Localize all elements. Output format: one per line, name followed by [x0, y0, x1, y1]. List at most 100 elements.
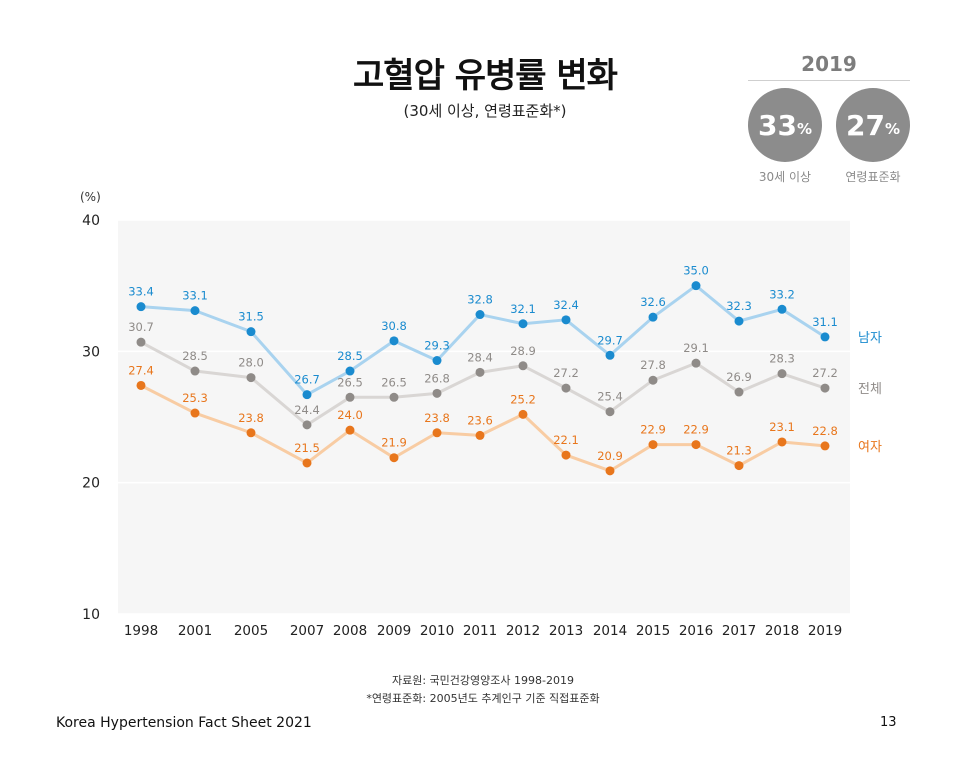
- data-point: [648, 375, 658, 385]
- data-point: [820, 383, 830, 393]
- data-point: [475, 310, 485, 320]
- data-label: 28.0: [238, 356, 264, 370]
- data-label: 25.3: [182, 391, 208, 405]
- series-name-label: 남자: [858, 331, 882, 346]
- data-label: 35.0: [683, 264, 709, 278]
- series-name-label: 전체: [858, 382, 882, 397]
- footnote: *연령표준화: 2005년도 추계인구 기준 직접표준화: [366, 692, 600, 705]
- doc-title: Korea Hypertension Fact Sheet 2021: [56, 715, 312, 731]
- data-point: [432, 356, 442, 366]
- data-point: [691, 440, 701, 450]
- data-point: [246, 428, 256, 438]
- data-label: 22.9: [640, 423, 666, 437]
- data-label: 32.1: [510, 302, 536, 316]
- stat-value: 33: [758, 108, 797, 142]
- x-tick-label: 1998: [124, 623, 158, 639]
- data-label: 29.1: [683, 341, 709, 355]
- data-label: 22.8: [812, 424, 838, 438]
- data-label: 32.6: [640, 295, 666, 309]
- stat-unit: %: [884, 120, 900, 138]
- data-label: 28.9: [510, 344, 536, 358]
- data-point: [389, 453, 399, 463]
- data-label: 33.1: [182, 289, 208, 303]
- x-tick-label: 2011: [463, 623, 497, 639]
- data-point: [648, 312, 658, 322]
- data-point: [190, 408, 200, 418]
- data-point: [345, 366, 355, 376]
- data-point: [136, 380, 146, 390]
- data-label: 31.5: [238, 310, 264, 324]
- data-point: [691, 358, 701, 368]
- stat-year: 2019: [801, 52, 857, 76]
- data-label: 27.8: [640, 358, 666, 372]
- data-label: 28.3: [769, 352, 795, 366]
- data-point: [648, 440, 658, 450]
- series-line: [140, 284, 826, 397]
- data-point: [246, 373, 256, 383]
- stat-label-30plus: 30세 이상: [758, 170, 812, 184]
- x-tick-label: 2007: [290, 623, 324, 639]
- data-point: [190, 306, 200, 316]
- x-tick-label: 2001: [178, 623, 212, 639]
- data-label: 30.8: [381, 319, 407, 333]
- page-title: 고혈압 유병률 변화: [353, 56, 618, 96]
- data-label: 28.4: [467, 350, 493, 364]
- data-point: [389, 392, 399, 402]
- data-label: 29.3: [424, 339, 450, 353]
- series-line: [140, 340, 826, 427]
- stat-value: 27: [846, 108, 885, 142]
- data-point: [389, 336, 399, 346]
- data-point: [302, 458, 312, 468]
- data-label: 32.3: [726, 299, 752, 313]
- y-tick-label: 30: [82, 344, 100, 360]
- data-label: 28.5: [337, 349, 363, 363]
- data-label: 22.9: [683, 423, 709, 437]
- data-label: 33.4: [128, 285, 154, 299]
- data-label: 28.5: [182, 349, 208, 363]
- data-label: 26.9: [726, 370, 752, 384]
- data-point: [820, 332, 830, 342]
- stat-circle-agestd: 27 %: [836, 88, 910, 162]
- data-label: 23.1: [769, 420, 795, 434]
- data-point: [777, 369, 787, 379]
- x-tick-label: 2018: [765, 623, 799, 639]
- data-point: [734, 316, 744, 326]
- data-point: [432, 428, 442, 438]
- data-point: [734, 387, 744, 397]
- data-label: 26.8: [424, 371, 450, 385]
- data-label: 21.5: [294, 441, 320, 455]
- x-tick-label: 2017: [722, 623, 756, 639]
- data-label: 33.2: [769, 287, 795, 301]
- series-name-label: 여자: [858, 440, 882, 455]
- data-point: [691, 281, 701, 291]
- data-point: [605, 466, 615, 476]
- data-label: 30.7: [128, 320, 154, 334]
- y-tick-label: 40: [82, 213, 100, 229]
- data-point: [475, 367, 485, 377]
- data-label: 29.7: [597, 333, 623, 347]
- x-tick-label: 2013: [549, 623, 583, 639]
- data-label: 24.4: [294, 403, 320, 417]
- stat-divider: [748, 80, 910, 81]
- x-tick-label: 2019: [808, 623, 842, 639]
- data-label: 26.5: [337, 375, 363, 389]
- y-tick-label: 20: [82, 476, 100, 492]
- data-point: [345, 392, 355, 402]
- data-point: [820, 441, 830, 451]
- data-label: 27.2: [812, 366, 838, 380]
- data-point: [518, 361, 528, 371]
- x-tick-label: 2015: [636, 623, 670, 639]
- data-point: [605, 350, 615, 360]
- data-point: [777, 304, 787, 314]
- data-point: [518, 409, 528, 419]
- data-point: [136, 302, 146, 312]
- data-label: 31.1: [812, 315, 838, 329]
- data-point: [605, 407, 615, 417]
- data-point: [561, 450, 571, 460]
- x-tick-label: 2016: [679, 623, 713, 639]
- data-point: [302, 390, 312, 400]
- x-tick-label: 2014: [593, 623, 627, 639]
- data-point: [561, 315, 571, 325]
- y-tick-label: 10: [82, 607, 100, 623]
